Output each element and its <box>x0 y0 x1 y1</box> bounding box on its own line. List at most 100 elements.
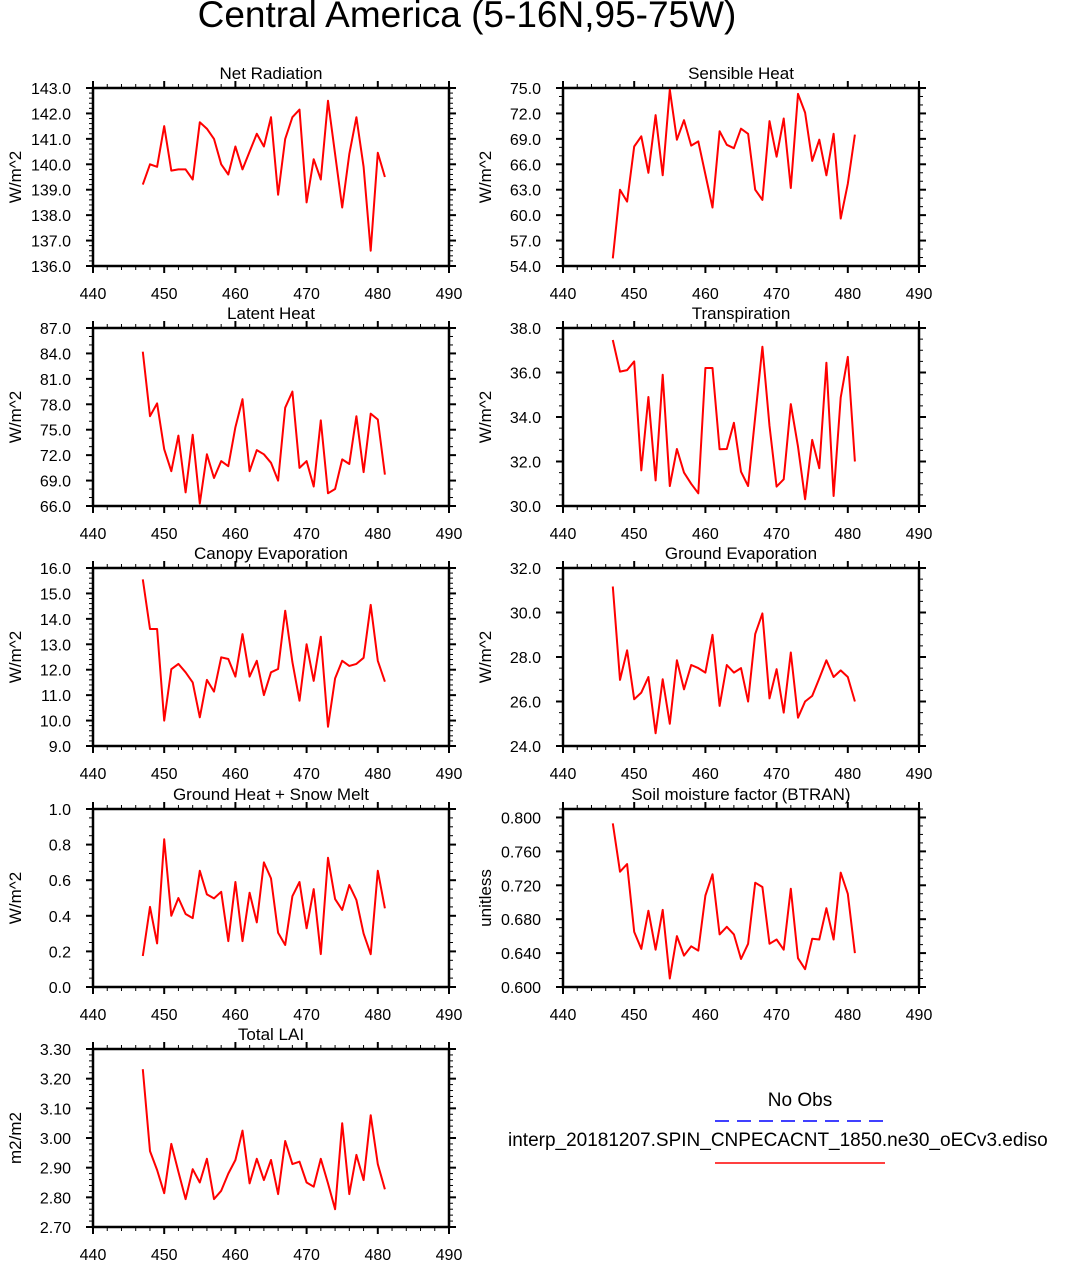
x-tick-label: 480 <box>834 766 861 783</box>
y-tick-label: 34.0 <box>510 410 541 427</box>
y-tick-label: 28.0 <box>510 650 541 667</box>
y-tick-label: 69.0 <box>40 474 71 491</box>
plot-frame <box>561 566 921 748</box>
y-tick-label: 30.0 <box>510 606 541 623</box>
y-tick-label: 140.0 <box>31 157 71 174</box>
y-tick-label: 0.640 <box>501 946 541 963</box>
y-tick-label: 72.0 <box>40 448 71 465</box>
x-tick-label: 440 <box>80 1007 107 1024</box>
y-tick-label: 14.0 <box>40 612 71 629</box>
x-tick-label: 460 <box>222 1007 249 1024</box>
y-tick-label: 60.0 <box>510 208 541 225</box>
x-tick-label: 480 <box>834 526 861 543</box>
panel-canopy-evaporation: Canopy Evaporation W/m^2 9.0 10.0 11.0 12.0 13… <box>6 544 462 783</box>
y-tick-label: 11.0 <box>41 688 71 705</box>
y-axis-label: W/m^2 <box>6 631 25 683</box>
y-tick-label: 143.0 <box>31 81 71 98</box>
y-tick-label: 66.0 <box>510 157 541 174</box>
x-tick-label: 460 <box>222 1247 249 1262</box>
y-tick-label: 0.2 <box>49 944 71 961</box>
x-tick-label: 470 <box>293 526 320 543</box>
y-tick-label: 141.0 <box>31 132 71 149</box>
x-tick-label: 470 <box>293 766 320 783</box>
x-tick-label: 460 <box>222 286 249 303</box>
y-tick-label: 69.0 <box>510 132 541 149</box>
y-tick-label: 26.0 <box>510 695 541 712</box>
plot-frame <box>91 566 451 748</box>
legend-label-obs: No Obs <box>767 1090 833 1111</box>
y-tick-label: 3.00 <box>40 1131 71 1148</box>
y-tick-label: 66.0 <box>40 499 71 516</box>
plot-frame <box>91 807 451 989</box>
x-tick-label: 480 <box>364 1007 391 1024</box>
series-line-model <box>611 823 856 980</box>
y-tick-label: 0.6 <box>49 873 71 890</box>
y-tick-label: 2.90 <box>40 1161 71 1178</box>
panel-latent-heat: Latent Heat W/m^2 66.0 69.0 72.0 75.0 78.0 81.0… <box>6 304 462 543</box>
y-tick-label: 0.0 <box>49 980 71 997</box>
x-tick-label: 470 <box>293 286 320 303</box>
series-line-model <box>611 88 856 259</box>
y-tick-label: 16.0 <box>40 561 71 578</box>
x-tick-label: 440 <box>80 526 107 543</box>
y-axis-label: W/m^2 <box>476 631 495 683</box>
x-tick-label: 450 <box>151 1247 178 1262</box>
x-tick-label: 440 <box>550 1007 577 1024</box>
y-tick-label: 142.0 <box>31 106 71 123</box>
x-tick-label: 490 <box>436 766 463 783</box>
x-tick-label: 440 <box>550 766 577 783</box>
x-tick-label: 450 <box>621 286 648 303</box>
x-tick-label: 470 <box>763 1007 790 1024</box>
y-tick-label: 0.720 <box>501 878 541 895</box>
y-axis-label: m2/m2 <box>6 1112 25 1164</box>
y-tick-label: 2.80 <box>40 1190 71 1207</box>
x-tick-label: 490 <box>906 526 933 543</box>
x-tick-label: 440 <box>80 1247 107 1262</box>
y-axis-label: W/m^2 <box>6 151 25 203</box>
y-tick-label: 0.760 <box>501 844 541 861</box>
x-tick-label: 440 <box>80 286 107 303</box>
y-tick-label: 72.0 <box>510 106 541 123</box>
series-line-model <box>141 99 386 252</box>
y-axis-label: unitless <box>476 869 495 927</box>
y-tick-label: 38.0 <box>510 321 541 338</box>
y-axis-label: W/m^2 <box>6 391 25 443</box>
x-tick-label: 490 <box>436 526 463 543</box>
x-tick-label: 440 <box>550 526 577 543</box>
y-tick-label: 36.0 <box>510 366 541 383</box>
x-tick-label: 490 <box>906 766 933 783</box>
x-tick-label: 480 <box>364 286 391 303</box>
y-tick-label: 136.0 <box>31 259 71 276</box>
x-tick-label: 480 <box>834 1007 861 1024</box>
y-tick-label: 9.0 <box>49 739 71 756</box>
x-tick-label: 460 <box>222 766 249 783</box>
x-tick-label: 460 <box>692 766 719 783</box>
y-tick-label: 87.0 <box>40 321 71 338</box>
plot-frame <box>91 86 451 268</box>
panel-ground-evaporation: Ground Evaporation W/m^2 24.0 26.0 28.0 30.0 3… <box>476 544 932 783</box>
x-tick-label: 450 <box>151 1007 178 1024</box>
y-tick-label: 0.600 <box>501 980 541 997</box>
y-tick-label: 139.0 <box>31 183 71 200</box>
y-tick-label: 84.0 <box>40 346 71 363</box>
x-tick-label: 470 <box>293 1247 320 1262</box>
x-tick-label: 480 <box>364 1247 391 1262</box>
panel-title: Ground Heat + Snow Melt <box>173 785 369 804</box>
x-tick-label: 450 <box>621 1007 648 1024</box>
x-tick-label: 460 <box>692 286 719 303</box>
y-tick-label: 75.0 <box>40 423 71 440</box>
y-tick-label: 0.800 <box>501 810 541 827</box>
series-line-model <box>141 838 386 957</box>
x-tick-label: 460 <box>692 526 719 543</box>
x-tick-label: 460 <box>692 1007 719 1024</box>
y-tick-label: 63.0 <box>510 183 541 200</box>
y-axis-label: W/m^2 <box>476 391 495 443</box>
y-axis-label: W/m^2 <box>476 151 495 203</box>
y-tick-label: 54.0 <box>510 259 541 276</box>
series-line-model <box>141 351 386 505</box>
x-tick-label: 480 <box>364 526 391 543</box>
y-tick-label: 32.0 <box>510 455 541 472</box>
x-tick-label: 460 <box>222 526 249 543</box>
y-tick-label: 78.0 <box>40 397 71 414</box>
panel-total-lai: Total LAI m2/m2 2.70 2.80 2.90 3.00 3.10 3.20 3.… <box>6 1025 462 1262</box>
